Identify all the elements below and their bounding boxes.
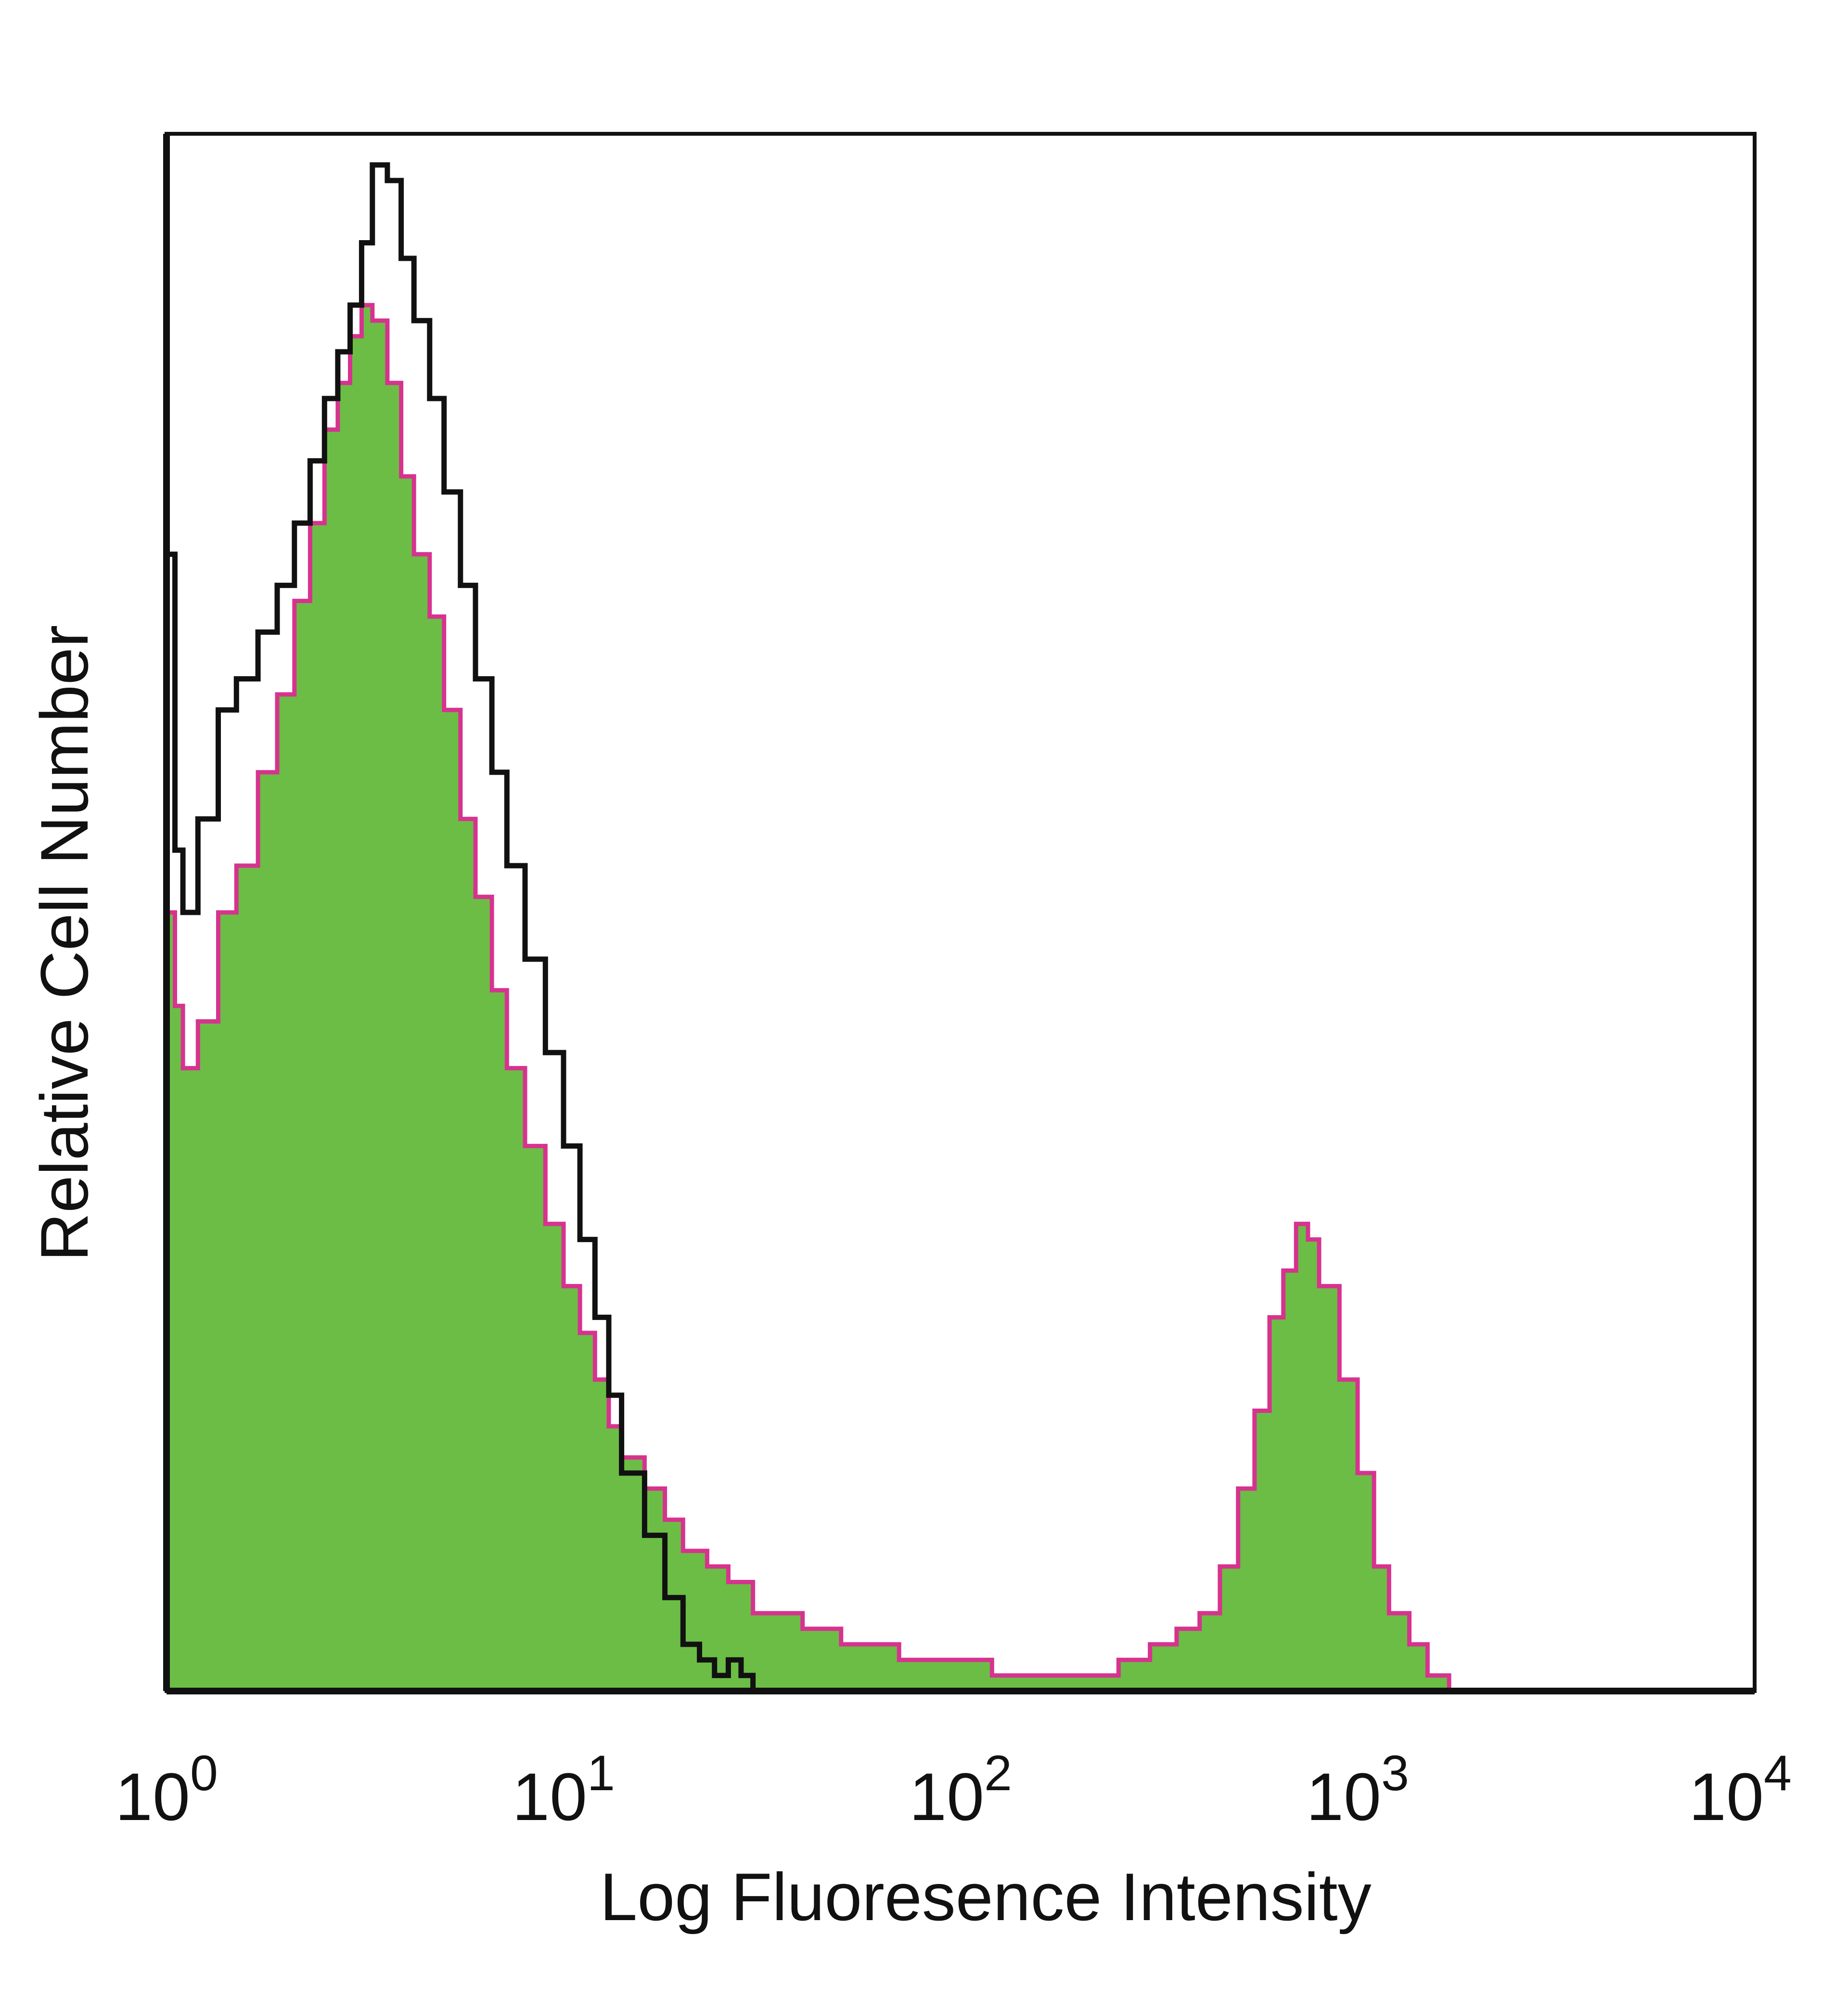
histogram-fill-0 bbox=[167, 305, 1450, 1691]
tick-exponent: 2 bbox=[984, 1745, 1012, 1801]
tick-base: 10 bbox=[1306, 1759, 1381, 1834]
x-tick-label: 101 bbox=[512, 1745, 615, 1834]
tick-exponent: 1 bbox=[587, 1745, 615, 1801]
x-tick-label: 102 bbox=[909, 1745, 1012, 1834]
histogram-line-1 bbox=[164, 162, 803, 1694]
tick-exponent: 4 bbox=[1764, 1745, 1792, 1801]
series-layer bbox=[164, 162, 1451, 1694]
tick-base: 10 bbox=[115, 1759, 190, 1834]
x-tick-labels: 100 101 102 103 104 bbox=[115, 1745, 1792, 1834]
x-tick-label: 103 bbox=[1306, 1745, 1409, 1834]
tick-exponent: 0 bbox=[190, 1745, 218, 1801]
x-axis-label: Log Fluoresence Intensity bbox=[600, 1859, 1371, 1935]
x-tick-label: 100 bbox=[115, 1745, 218, 1834]
tick-exponent: 3 bbox=[1381, 1745, 1409, 1801]
tick-base: 10 bbox=[1689, 1759, 1764, 1834]
tick-base: 10 bbox=[512, 1759, 587, 1834]
tick-base: 10 bbox=[909, 1759, 984, 1834]
x-tick-label: 104 bbox=[1689, 1745, 1792, 1834]
y-axis-label: Relative Cell Number bbox=[26, 625, 102, 1262]
